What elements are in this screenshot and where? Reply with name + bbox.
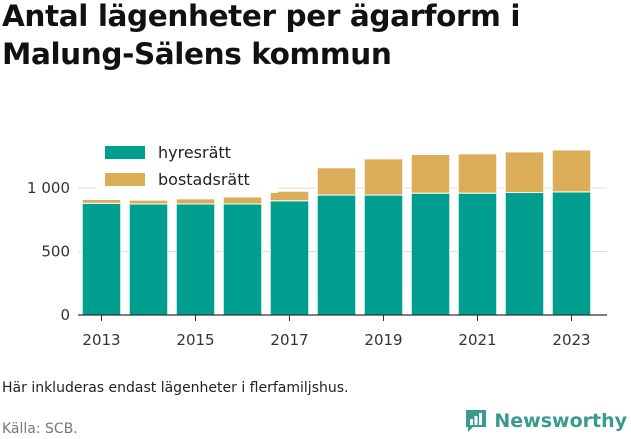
y-tick-label: 500 [41, 243, 70, 261]
bars [81, 149, 592, 316]
bar-hyresratt [128, 203, 169, 316]
legend-label: hyresrätt [158, 143, 231, 162]
bar-bostadsratt [222, 196, 263, 205]
legend-label: bostadsrätt [158, 170, 250, 189]
bar-hyresratt [504, 192, 545, 316]
source-credit: Källa: SCB. [2, 421, 78, 437]
x-tick-label: 2021 [458, 331, 496, 349]
bar-hyresratt [551, 191, 592, 316]
bar-hyresratt [363, 194, 404, 316]
bar-bostadsratt [410, 153, 451, 194]
chart-note: Här inkluderas endast lägenheter i flerf… [2, 380, 349, 396]
bar-bostadsratt [551, 149, 592, 193]
newsworthy-brand[interactable]: Newsworthy [464, 408, 627, 434]
bar-hyresratt [81, 202, 122, 316]
newsworthy-logo-icon [466, 410, 487, 432]
x-tick-label: 2019 [364, 331, 402, 349]
legend-swatch [105, 173, 145, 186]
x-tick-label: 2017 [270, 331, 308, 349]
bar-hyresratt [410, 192, 451, 316]
bar-hyresratt [316, 194, 357, 316]
legend: hyresrätt bostadsrätt [96, 139, 278, 193]
x-tick-label: 2015 [176, 331, 214, 349]
bar-bostadsratt [457, 153, 498, 194]
chart-title: Antal lägenheter per ägarform i Malung-S… [2, 0, 521, 71]
bar-hyresratt [222, 203, 263, 316]
x-tick-label: 2013 [82, 331, 120, 349]
bar-bostadsratt [81, 199, 122, 204]
bar-bostadsratt [316, 167, 357, 196]
bar-hyresratt [175, 203, 216, 316]
bar-bostadsratt [128, 199, 169, 205]
y-tick-label: 1 000 [27, 179, 70, 197]
axes: 0 500 1 000 2013 2015 2017 2019 2021 2023 [27, 179, 607, 349]
bar-bostadsratt [269, 190, 310, 202]
bar-bostadsratt [363, 158, 404, 196]
brand-name: Newsworthy [494, 410, 627, 432]
stacked-bar-chart: 0 500 1 000 2013 2015 2017 2019 2021 2023 hyresr… [27, 139, 607, 349]
bar-bostadsratt [175, 198, 216, 205]
legend-swatch [105, 146, 145, 159]
bar-hyresratt [269, 200, 310, 316]
x-tick-label: 2023 [552, 331, 590, 349]
bar-bostadsratt [504, 151, 545, 194]
bar-hyresratt [457, 192, 498, 316]
y-tick-label: 0 [60, 306, 70, 324]
